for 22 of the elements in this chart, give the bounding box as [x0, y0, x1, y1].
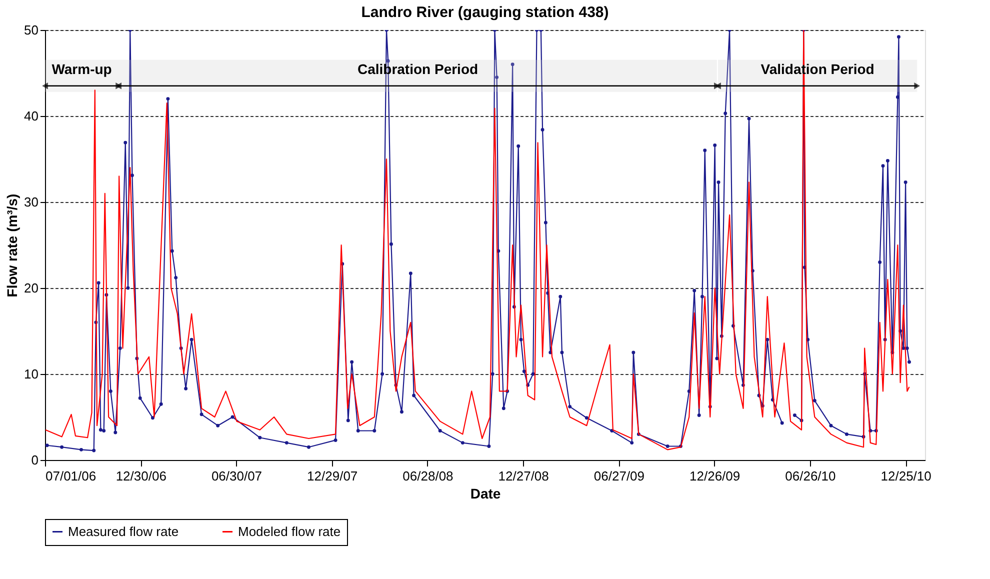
legend-label: Measured flow rate: [68, 524, 179, 539]
x-tick-label: 07/01/06: [46, 468, 96, 484]
y-axis-title: Flow rate (m³/s): [4, 194, 20, 298]
x-tick-label: 12/30/06: [116, 468, 166, 484]
x-tick-label: 12/26/09: [690, 468, 740, 484]
y-tick-label: 20: [24, 280, 38, 296]
x-tick-label: 06/30/07: [211, 468, 262, 484]
y-tick-label: 50: [24, 22, 38, 38]
x-tick-label: 06/28/08: [402, 468, 454, 484]
x-tick-label: 06/26/10: [785, 468, 836, 484]
y-tick-label: 40: [24, 108, 38, 124]
y-tick-label: 0: [31, 452, 38, 468]
x-axis-title: Date: [470, 486, 501, 502]
y-tick-label: 30: [24, 194, 38, 210]
chart-title: Landro River (gauging station 438): [361, 4, 609, 21]
x-tick-label: 12/29/07: [307, 468, 358, 484]
x-tick-label: 06/27/09: [594, 468, 645, 484]
legend-label: Modeled flow rate: [238, 524, 341, 539]
x-tick-label: 12/27/08: [498, 468, 549, 484]
band-label: Warm-up: [52, 60, 112, 77]
y-tick-label: 10: [24, 366, 38, 382]
x-tick-label: 12/25/10: [880, 468, 932, 484]
